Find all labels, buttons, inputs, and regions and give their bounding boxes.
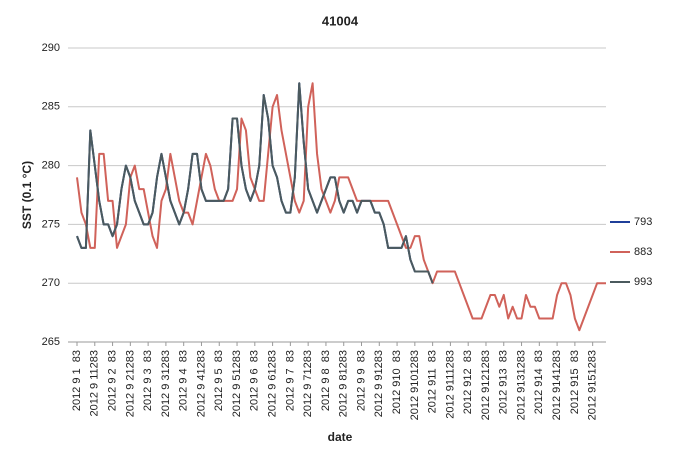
x-tick-label: 2012 915 83 — [569, 350, 581, 414]
x-tick-label: 2012 9 81283 — [338, 350, 350, 417]
series-line — [76, 82, 434, 284]
y-axis-title: SST (0.1 °C) — [20, 161, 34, 229]
y-tick-label: 280 — [42, 160, 60, 172]
legend-label: 993 — [634, 276, 652, 288]
x-tick-label: 2012 9131283 — [515, 350, 527, 420]
legend-label: 793 — [634, 216, 652, 228]
x-tick-label: 2012 9 61283 — [267, 350, 279, 417]
x-tick-label: 2012 9 8 83 — [320, 350, 332, 411]
x-tick-label: 2012 9 71283 — [302, 350, 314, 417]
x-axis-title: date — [328, 430, 353, 444]
x-tick-label: 2012 9 2 83 — [106, 350, 118, 411]
x-tick-label: 2012 9 3 83 — [142, 350, 154, 411]
chart-title: 41004 — [322, 13, 359, 28]
x-tick-label: 2012 9 41283 — [195, 350, 207, 417]
x-tick-label: 2012 9101283 — [409, 350, 421, 420]
x-tick-label: 2012 9121283 — [480, 350, 492, 420]
x-tick-label: 2012 910 83 — [391, 350, 403, 414]
y-tick-label: 265 — [42, 336, 60, 348]
x-tick-label: 2012 9 7 83 — [284, 350, 296, 411]
x-tick-label: 2012 9 5 83 — [213, 350, 225, 411]
x-tick-label: 2012 9151283 — [587, 350, 599, 420]
x-tick-label: 2012 914 83 — [533, 350, 545, 414]
x-tick-label: 2012 9 51283 — [231, 350, 243, 417]
x-tick-label: 2012 912 83 — [462, 350, 474, 414]
series-line — [76, 82, 606, 332]
x-tick-label: 2012 9 21283 — [124, 350, 136, 417]
x-tick-label: 2012 9 6 83 — [249, 350, 261, 411]
y-tick-label: 275 — [42, 218, 60, 230]
x-tick-label: 2012 9141283 — [551, 350, 563, 420]
x-tick-label: 2012 911 83 — [427, 350, 439, 413]
x-tick-label: 2012 9111283 — [444, 350, 456, 419]
x-tick-label: 2012 9 11283 — [89, 350, 101, 416]
x-tick-label: 2012 9 4 83 — [178, 350, 190, 411]
x-tick-label: 2012 9 9 83 — [355, 350, 367, 411]
x-tick-label: 2012 9 31283 — [160, 350, 172, 417]
x-tick-label: 2012 9 1 83 — [71, 350, 83, 411]
x-tick-label: 2012 913 83 — [498, 350, 510, 414]
legend-label: 883 — [634, 246, 652, 258]
y-tick-label: 285 — [42, 101, 60, 113]
y-tick-label: 290 — [42, 42, 60, 54]
y-tick-label: 270 — [42, 277, 60, 289]
x-tick-label: 2012 9 91283 — [373, 350, 385, 417]
